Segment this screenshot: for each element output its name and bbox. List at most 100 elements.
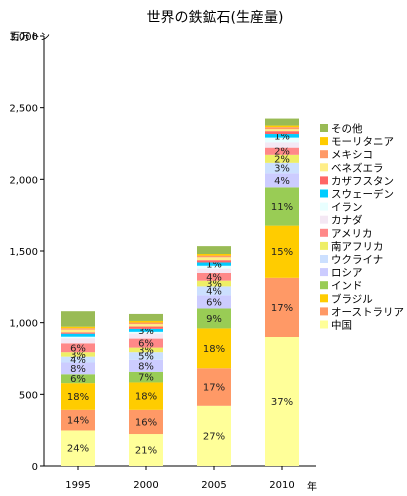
legend-label: カザフスタン xyxy=(331,175,394,187)
legend-swatch xyxy=(320,215,328,224)
bar-segment xyxy=(265,142,299,148)
legend-swatch xyxy=(320,228,328,237)
legend-swatch xyxy=(320,124,328,132)
data-label: 3% xyxy=(70,350,86,361)
legend-swatch xyxy=(320,320,328,329)
legend: その他モーリタニアメキシコベネズエラカザフスタンスウェーデンイランカナダアメリカ… xyxy=(320,122,404,332)
legend-swatch xyxy=(320,241,328,250)
data-label: 18% xyxy=(67,392,89,403)
legend-label: ベネズエラ xyxy=(331,161,384,174)
bar-segment xyxy=(61,338,95,344)
data-label: 27% xyxy=(203,431,225,442)
bar-segment xyxy=(197,265,231,269)
y-axis: 0 500 1,000 1,500 2,000 2,500 3,000 xyxy=(9,32,316,473)
data-label: 11% xyxy=(271,202,293,213)
bar-segment xyxy=(129,338,163,348)
data-label: 1% xyxy=(274,131,290,142)
data-label: 3% xyxy=(274,164,290,175)
legend-swatch xyxy=(320,255,328,263)
data-label: 18% xyxy=(135,392,157,403)
y-tick-label: 1,500 xyxy=(9,247,38,258)
data-label: 2% xyxy=(274,154,290,165)
bar-segment xyxy=(265,131,299,135)
legend-label: イラン xyxy=(331,202,363,214)
bar-segment xyxy=(265,173,299,188)
data-label: 1% xyxy=(206,260,222,271)
bar-segment xyxy=(265,187,299,226)
bar-segment xyxy=(61,329,95,333)
x-tick-label: 2005 xyxy=(201,480,226,491)
data-label: 6% xyxy=(138,339,154,350)
bar-segment xyxy=(61,343,95,353)
bar-segment xyxy=(265,127,299,130)
legend-label: ロシア xyxy=(331,267,363,279)
bar-segment xyxy=(197,262,231,266)
legend-swatch xyxy=(320,202,328,211)
bar-segment xyxy=(265,225,299,278)
data-label: 2% xyxy=(274,147,290,158)
bar-segment xyxy=(61,336,95,339)
legend-label: メキシコ xyxy=(331,149,373,161)
legend-label: ブラジル xyxy=(331,292,373,305)
bar-segment xyxy=(265,147,299,155)
data-label: 4% xyxy=(274,176,290,187)
legend-swatch xyxy=(320,268,328,277)
bar-segment xyxy=(197,272,231,281)
bar-segment xyxy=(265,118,299,126)
bar-segment xyxy=(129,333,163,339)
legend-swatch xyxy=(320,150,328,159)
data-label: 37% xyxy=(271,397,293,408)
data-label: 4% xyxy=(206,272,222,283)
legend-label: その他 xyxy=(331,122,363,135)
data-label: 9% xyxy=(206,314,222,325)
data-label: 6% xyxy=(206,297,222,308)
bar-segment xyxy=(197,286,231,296)
bars: 24%14%18%6%8%4%3%6%199521%16%18%7%8%5%3%… xyxy=(61,118,299,491)
legend-label: オーストラリア xyxy=(331,306,404,318)
legend-swatch xyxy=(320,176,328,185)
bar-segment xyxy=(61,430,95,466)
legend-label: モーリタニア xyxy=(331,136,394,148)
data-label: 14% xyxy=(67,416,89,427)
bar-segment xyxy=(265,134,299,138)
bar-segment xyxy=(197,308,231,329)
bar-segment xyxy=(61,383,95,410)
bar-segment xyxy=(265,154,299,163)
bar-segment xyxy=(129,320,163,323)
y-tick-label: 2,000 xyxy=(9,175,38,186)
data-label: 18% xyxy=(203,344,225,355)
data-label: 3% xyxy=(206,279,222,290)
bar-segment xyxy=(129,331,163,334)
bar-segment xyxy=(61,328,95,330)
legend-swatch xyxy=(320,189,328,198)
y-tick-label: 3,000 xyxy=(9,32,38,43)
data-label: 24% xyxy=(67,444,89,455)
bar-segment xyxy=(61,333,95,337)
data-label: 16% xyxy=(135,417,157,428)
legend-label: 南アフリカ xyxy=(331,240,384,253)
data-label: 7% xyxy=(138,373,154,384)
bar-segment xyxy=(129,326,163,329)
data-label: 6% xyxy=(70,343,86,354)
legend-swatch xyxy=(320,163,328,172)
y-tick-label: 0 xyxy=(32,462,38,473)
bar-segment xyxy=(197,295,231,309)
bar-segment xyxy=(129,313,163,321)
bar-segment xyxy=(265,137,299,143)
legend-swatch xyxy=(320,137,328,146)
legend-swatch xyxy=(320,294,328,303)
bar-segment xyxy=(129,347,163,353)
data-label: 4% xyxy=(206,286,222,297)
bar-segment xyxy=(61,356,95,363)
bar-segment xyxy=(197,368,231,406)
bar-segment xyxy=(265,129,299,132)
y-tick-label: 2,500 xyxy=(9,104,38,115)
bar-segment xyxy=(265,162,299,174)
bar-segment xyxy=(197,260,231,263)
bar-segment xyxy=(197,246,231,255)
bar-segment xyxy=(265,337,299,466)
legend-label: インド xyxy=(331,280,363,292)
data-label: 17% xyxy=(271,303,293,314)
bar-segment xyxy=(265,125,299,128)
